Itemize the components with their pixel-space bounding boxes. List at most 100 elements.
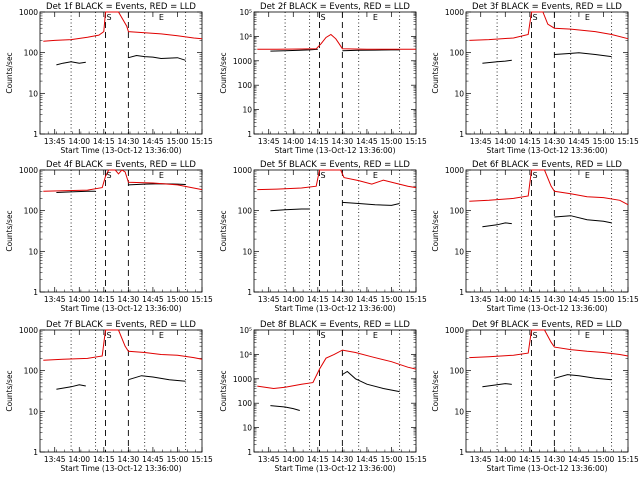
x-tick-label: 15:00 (167, 455, 189, 464)
x-tick-label: 15:15 (405, 295, 427, 304)
x-axis-label: Start Time (13-Oct-12 13:36:00) (486, 146, 607, 155)
x-tick-label: 13:45 (44, 295, 66, 304)
chart-panel-8: Det 8f BLACK = Events, RED = LLD 1 10 100 10… (219, 320, 427, 473)
chart-panel-7: Det 7f BLACK = Events, RED = LLD 1 10 100 10… (5, 320, 213, 473)
y-tick-label: 10 (242, 247, 252, 256)
x-tick-label: 14:15 (519, 137, 541, 146)
x-axis-label: Start Time (13-Oct-12 13:36:00) (486, 304, 607, 313)
y-tick-label: 1000 (233, 57, 252, 66)
x-tick-label: 13:45 (470, 137, 492, 146)
marker-E: E (373, 331, 378, 340)
series-lld-line (469, 169, 629, 206)
marker-S: S (320, 13, 325, 22)
plot-frame (465, 11, 629, 135)
x-axis-label: Start Time (13-Oct-12 13:36:00) (274, 304, 395, 313)
y-axis-label: Counts/sec (431, 52, 440, 93)
x-tick-label: 14:45 (356, 295, 378, 304)
plot-frame (253, 329, 417, 453)
x-tick-label: 14:15 (519, 295, 541, 304)
series-events-line (128, 375, 186, 382)
series-events-line (342, 49, 400, 52)
y-tick-label: 1000 (445, 166, 464, 175)
plot-frame (39, 11, 203, 135)
series-events-line (342, 370, 400, 393)
x-tick-label: 15:00 (381, 137, 403, 146)
y-tick-label: 100 (450, 367, 465, 376)
x-tick-label: 15:15 (617, 137, 639, 146)
x-tick-label: 14:00 (494, 137, 516, 146)
y-tick-label: 10⁴ (239, 32, 252, 41)
y-tick-label: 1 (33, 288, 38, 297)
y-tick-label: 1 (247, 448, 252, 457)
series-events-line (482, 222, 512, 228)
y-tick-label: 10 (28, 89, 38, 98)
x-tick-label: 13:45 (258, 137, 280, 146)
x-tick-label: 13:45 (470, 295, 492, 304)
series-events-line (128, 54, 186, 61)
x-tick-label: 14:30 (118, 455, 140, 464)
series-events-line (56, 190, 96, 193)
chart-title: Det 5f BLACK = Events, RED = LLD (260, 160, 410, 170)
chart-panel-6: Det 6f BLACK = Events, RED = LLD 1 10 100 10… (431, 160, 639, 313)
y-tick-label: 100 (238, 207, 253, 216)
marker-E: E (585, 171, 590, 180)
x-tick-label: 14:15 (307, 137, 329, 146)
y-tick-label: 1000 (19, 8, 38, 17)
x-tick-label: 14:30 (332, 455, 354, 464)
x-tick-label: 14:30 (332, 137, 354, 146)
chart-panel-5: Det 5f BLACK = Events, RED = LLD 1 10 100 10… (219, 160, 427, 313)
chart-panel-4: Det 4f BLACK = Events, RED = LLD 1 10 100 10… (5, 160, 213, 313)
x-tick-label: 14:00 (68, 455, 90, 464)
x-tick-label: 13:45 (258, 295, 280, 304)
x-tick-label: 14:00 (282, 295, 304, 304)
x-axis-label: Start Time (13-Oct-12 13:36:00) (60, 146, 181, 155)
x-tick-label: 15:00 (593, 295, 615, 304)
marker-E: E (373, 13, 378, 22)
series-lld-line (469, 329, 629, 359)
chart-title: Det 4f BLACK = Events, RED = LLD (46, 160, 196, 170)
series-events-line (270, 48, 318, 52)
x-tick-label: 13:45 (44, 455, 66, 464)
x-tick-label: 14:00 (282, 137, 304, 146)
chart-panel-2: Det 2f BLACK = Events, RED = LLD 1 10 100 10… (219, 2, 427, 155)
chart-panel-3: Det 3f BLACK = Events, RED = LLD 1 10 100 10… (431, 2, 639, 155)
series-events-line (554, 215, 612, 224)
chart-panel-1: Det 1f BLACK = Events, RED = LLD 1 10 100 10… (5, 2, 213, 155)
y-tick-label: 10⁵ (239, 326, 252, 335)
series-events-line (270, 405, 300, 411)
y-tick-label: 100 (24, 207, 39, 216)
x-tick-label: 14:45 (356, 137, 378, 146)
x-tick-label: 15:00 (593, 137, 615, 146)
x-tick-label: 14:45 (142, 295, 164, 304)
y-axis-label: Counts/sec (219, 52, 228, 93)
x-tick-label: 15:15 (191, 137, 213, 146)
x-tick-label: 13:45 (470, 455, 492, 464)
series-lld-line (43, 11, 203, 42)
x-tick-label: 15:15 (405, 455, 427, 464)
x-tick-label: 14:30 (118, 137, 140, 146)
y-tick-label: 10 (454, 89, 464, 98)
x-tick-label: 14:30 (118, 295, 140, 304)
plot-frame (465, 329, 629, 453)
series-lld-line (469, 11, 629, 41)
x-tick-label: 15:00 (167, 295, 189, 304)
marker-E: E (159, 13, 164, 22)
series-events-line (554, 52, 612, 58)
x-tick-label: 15:15 (617, 455, 639, 464)
marker-S: S (532, 331, 537, 340)
series-events-line (56, 384, 86, 390)
x-tick-label: 15:15 (617, 295, 639, 304)
y-axis-label: Counts/sec (219, 370, 228, 411)
y-axis-label: Counts/sec (219, 210, 228, 251)
marker-S: S (106, 171, 111, 180)
x-tick-label: 14:45 (356, 455, 378, 464)
series-events-line (554, 374, 612, 381)
y-tick-label: 100 (24, 49, 39, 58)
plot-frame (253, 11, 417, 135)
series-lld-line (43, 169, 203, 192)
series-events-line (482, 383, 512, 388)
y-tick-label: 1000 (233, 375, 252, 384)
y-tick-label: 1000 (445, 8, 464, 17)
chart-title: Det 3f BLACK = Events, RED = LLD (472, 2, 622, 12)
